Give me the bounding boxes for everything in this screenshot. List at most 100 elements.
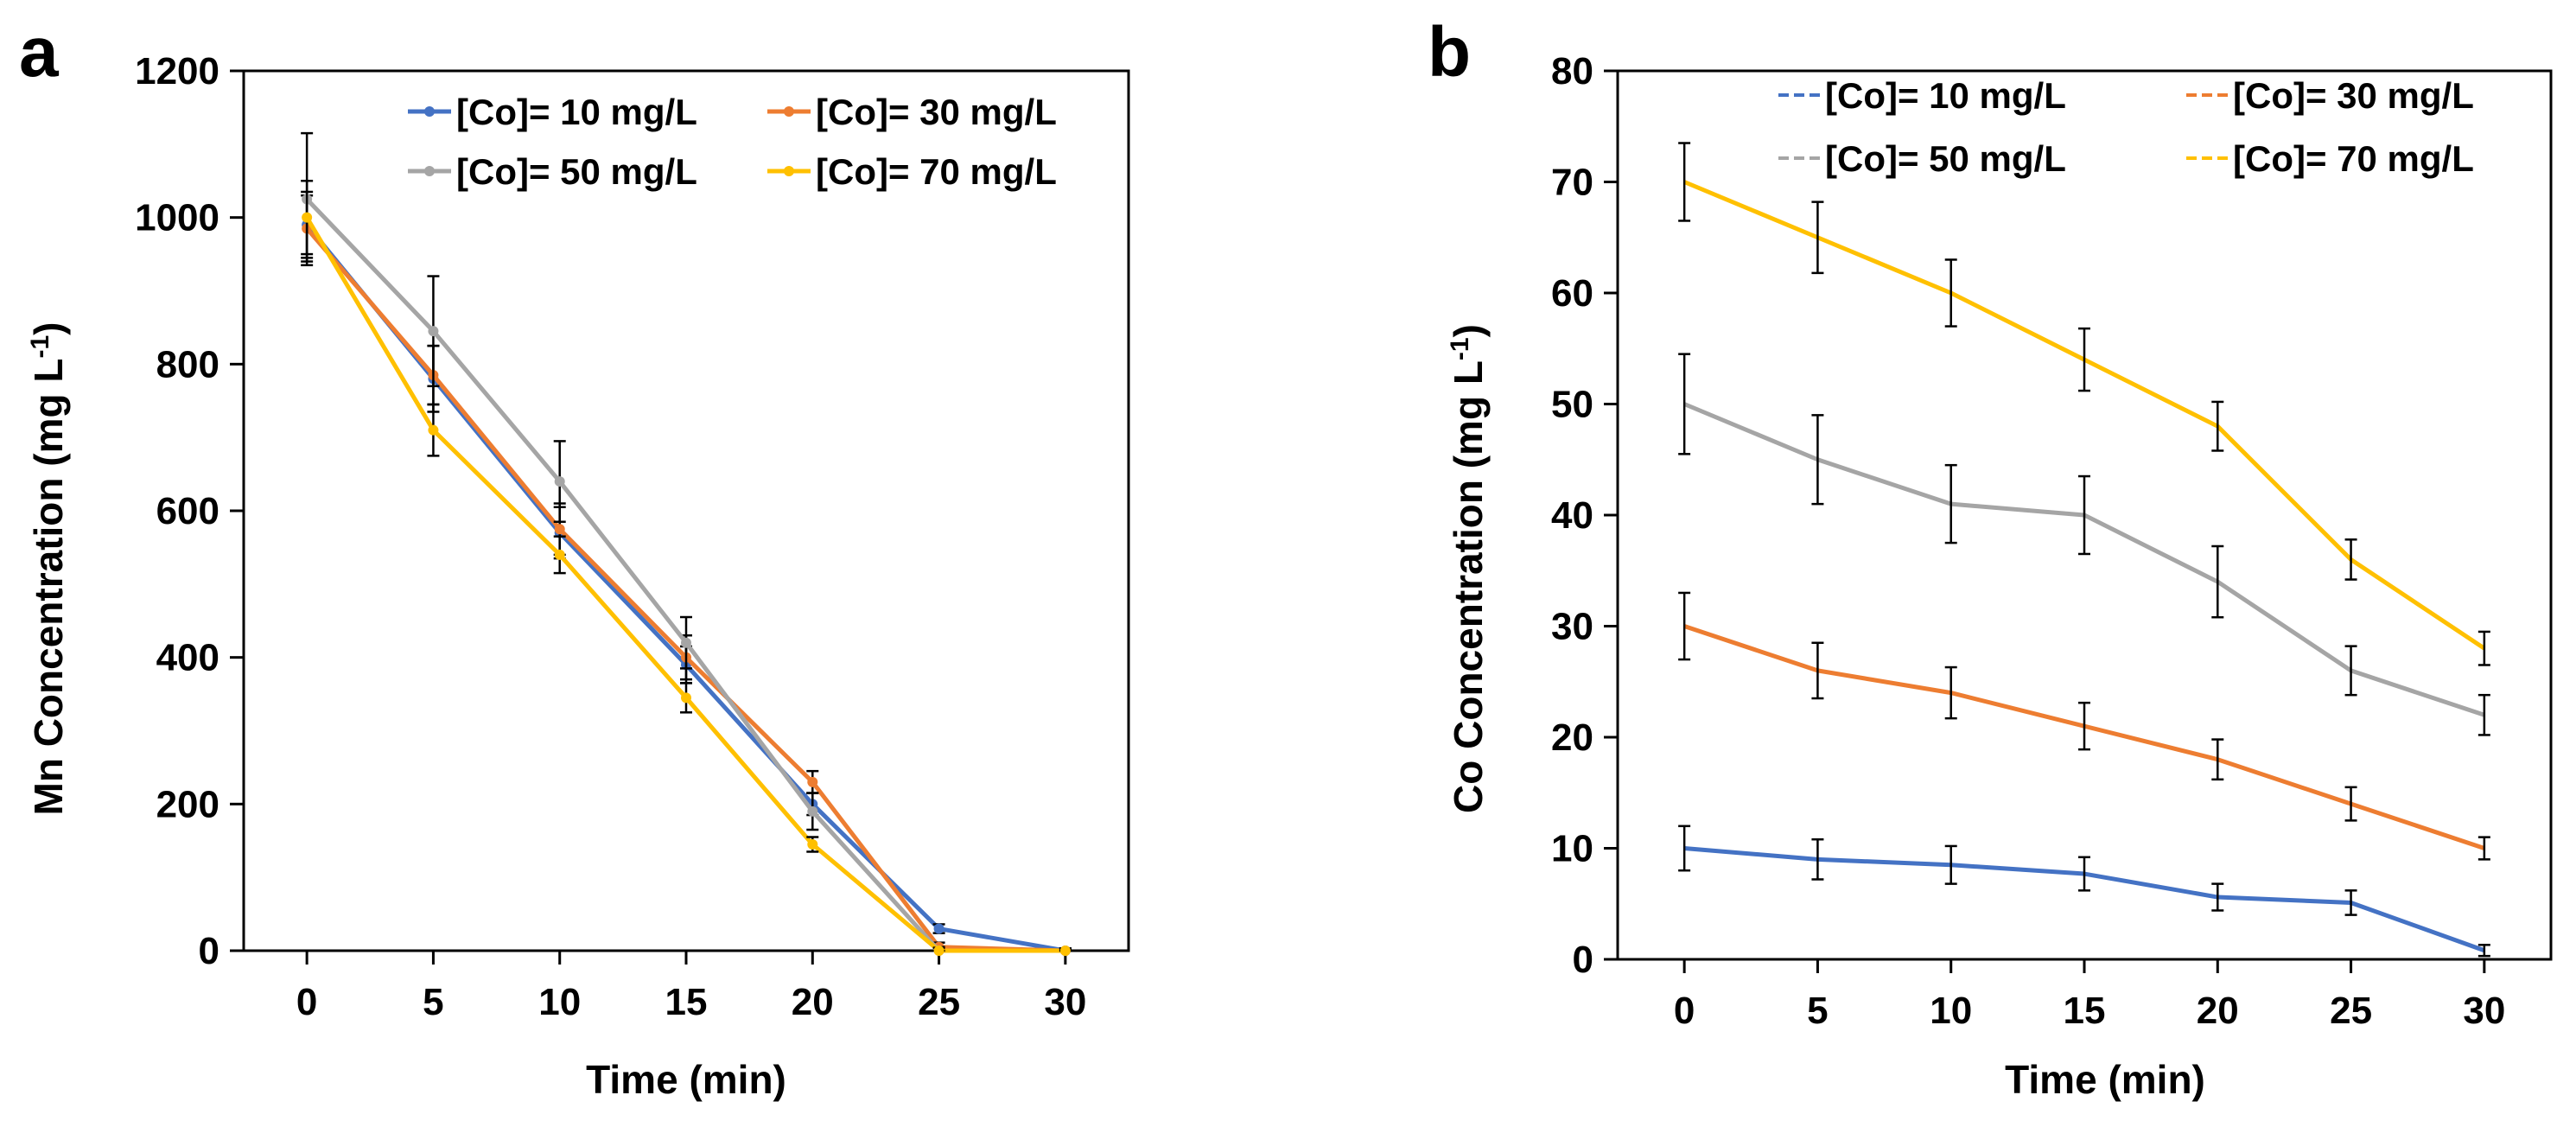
data-point [807, 776, 818, 787]
legend-marker-a-4 [784, 166, 794, 176]
axes-b: 0 10 20 30 40 50 60 70 80 0 5 10 15 20 25 30 [1551, 50, 2553, 1032]
legend-label-b-3: [Co]= 50 mg/L [1825, 138, 2066, 179]
series-a-4 [301, 180, 1072, 956]
series-b-3 [1678, 353, 2490, 736]
panel-letter-a: a [19, 13, 60, 92]
chart-panel-b: b Co Concentration (mg L-1) Time (min) 0… [1428, 13, 2553, 1102]
y-tick-label-a: 1200 [135, 50, 219, 92]
y-axis-title-b: Co Concentration (mg L-1) [1446, 324, 1491, 813]
x-tick-label-a: 5 [423, 981, 443, 1023]
y-tick-label-a: 0 [199, 930, 219, 972]
y-tick-label-b: 70 [1551, 162, 1593, 204]
chart-panel-a: a Mn Concentration (mg L-1) Time (min) 0… [19, 13, 1130, 1102]
series-group-b [1678, 142, 2490, 958]
y-tick-label-b: 20 [1551, 716, 1593, 759]
y-tick-label-b: 60 [1551, 272, 1593, 315]
x-axis-title-a: Time (min) [586, 1057, 786, 1102]
series-line-a-1 [305, 223, 1066, 953]
data-point [302, 212, 313, 223]
y-tick-label-a: 200 [156, 783, 219, 825]
legend-item-a-3: [Co]= 50 mg/L [408, 151, 697, 192]
y-tick-label-b: 80 [1551, 50, 1593, 92]
legend-item-b-1: [Co]= 10 mg/L [1778, 75, 2066, 116]
legend-item-a-2: [Co]= 30 mg/L [767, 92, 1057, 132]
series-group-a [301, 131, 1072, 956]
y-axis-title-b-end: ) [1446, 324, 1491, 337]
y-tick-label-a: 600 [156, 490, 219, 532]
data-point [554, 524, 565, 535]
series-line-a-3 [305, 197, 1065, 953]
data-point [428, 424, 439, 436]
legend-item-a-1: [Co]= 10 mg/L [408, 92, 697, 132]
x-tick-label-b: 30 [2463, 990, 2505, 1032]
y-tick-label-b: 40 [1551, 494, 1593, 537]
legend-label-b-1: [Co]= 10 mg/L [1825, 75, 2066, 116]
y-tick-label-b: 10 [1551, 828, 1593, 870]
x-tick-label-a: 10 [538, 981, 581, 1023]
series-line-a-4 [304, 216, 1065, 953]
series-a-2 [301, 194, 1072, 956]
x-tick-label-b: 20 [2197, 990, 2239, 1032]
plot-frame-a [242, 69, 1130, 952]
legend-item-a-4: [Co]= 70 mg/L [767, 151, 1057, 192]
legend-item-b-3: [Co]= 50 mg/L [1778, 138, 2066, 179]
y-axis-title-a-text: Mn Concentration (mg L [26, 359, 71, 816]
data-point [681, 637, 691, 648]
data-point [807, 805, 818, 817]
series-a-1 [301, 190, 1072, 956]
x-tick-label-a: 25 [918, 981, 960, 1023]
panel-letter-b: b [1428, 13, 1471, 92]
legend-label-a-2: [Co]= 30 mg/L [816, 92, 1057, 132]
legend-label-b-2: [Co]= 30 mg/L [2233, 75, 2474, 116]
x-tick-label-b: 15 [2064, 990, 2106, 1032]
legend-b: [Co]= 10 mg/L [Co]= 30 mg/L [Co]= 50 mg/… [1778, 75, 2474, 179]
legend-label-a-4: [Co]= 70 mg/L [816, 151, 1057, 192]
axes-a: 0 200 400 600 800 1000 1200 0 5 10 15 20 25 30 [135, 50, 1130, 1023]
y-axis-title-a-end: ) [26, 322, 71, 335]
legend-label-a-1: [Co]= 10 mg/L [456, 92, 697, 132]
x-tick-label-b: 0 [1674, 990, 1695, 1032]
data-point [681, 692, 691, 704]
y-tick-label-a: 1000 [135, 197, 219, 239]
data-point [428, 326, 439, 337]
x-tick-label-a: 15 [665, 981, 708, 1023]
data-point [933, 946, 945, 956]
legend-item-b-4: [Co]= 70 mg/L [2186, 138, 2474, 179]
y-tick-label-a: 400 [156, 637, 219, 679]
x-tick-label-b: 10 [1930, 990, 1972, 1032]
legend-marker-a-2 [784, 106, 794, 117]
data-point [554, 549, 565, 560]
x-tick-label-a: 30 [1044, 981, 1086, 1023]
legend-marker-a-3 [424, 166, 435, 176]
x-tick-label-b: 25 [2330, 990, 2372, 1032]
data-point [933, 923, 945, 934]
y-axis-title-a: Mn Concentration (mg L-1) [26, 322, 71, 816]
data-point [807, 838, 818, 850]
x-tick-label-a: 0 [296, 981, 317, 1023]
legend-marker-a-1 [424, 106, 435, 117]
data-point [554, 476, 565, 487]
x-tick-label-b: 5 [1807, 990, 1828, 1032]
legend-label-a-3: [Co]= 50 mg/L [456, 151, 697, 192]
y-tick-label-b: 30 [1551, 606, 1593, 648]
legend-a: [Co]= 10 mg/L [Co]= 30 mg/L [Co]= 50 mg/… [408, 92, 1057, 192]
series-b-4 [1678, 142, 2490, 666]
series-line-a-2 [305, 226, 1065, 953]
legend-label-b-4: [Co]= 70 mg/L [2233, 138, 2474, 179]
series-b-1 [1678, 825, 2490, 958]
y-tick-label-a: 800 [156, 343, 219, 385]
legend-item-b-2: [Co]= 30 mg/L [2186, 75, 2474, 116]
series-b-2 [1678, 591, 2490, 861]
data-point [1059, 946, 1071, 956]
y-axis-title-b-text: Co Concentration (mg L [1446, 360, 1491, 813]
series-a-3 [301, 131, 1072, 956]
y-axis-title-b-sup: -1 [1446, 337, 1474, 360]
y-tick-label-b: 50 [1551, 384, 1593, 426]
x-axis-title-b: Time (min) [2005, 1057, 2205, 1102]
x-tick-label-a: 20 [792, 981, 834, 1023]
y-tick-label-b: 0 [1573, 939, 1593, 981]
y-axis-title-a-sup: -1 [26, 335, 54, 359]
series-line-b-4 [1683, 180, 2486, 651]
